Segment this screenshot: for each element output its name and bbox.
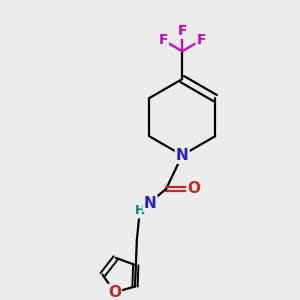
Text: H: H [135,204,145,218]
Text: F: F [178,24,187,38]
Text: F: F [196,33,206,47]
Text: O: O [188,182,200,196]
Text: N: N [144,196,156,211]
Text: F: F [158,33,168,47]
Text: N: N [176,148,189,163]
Text: O: O [108,285,121,300]
